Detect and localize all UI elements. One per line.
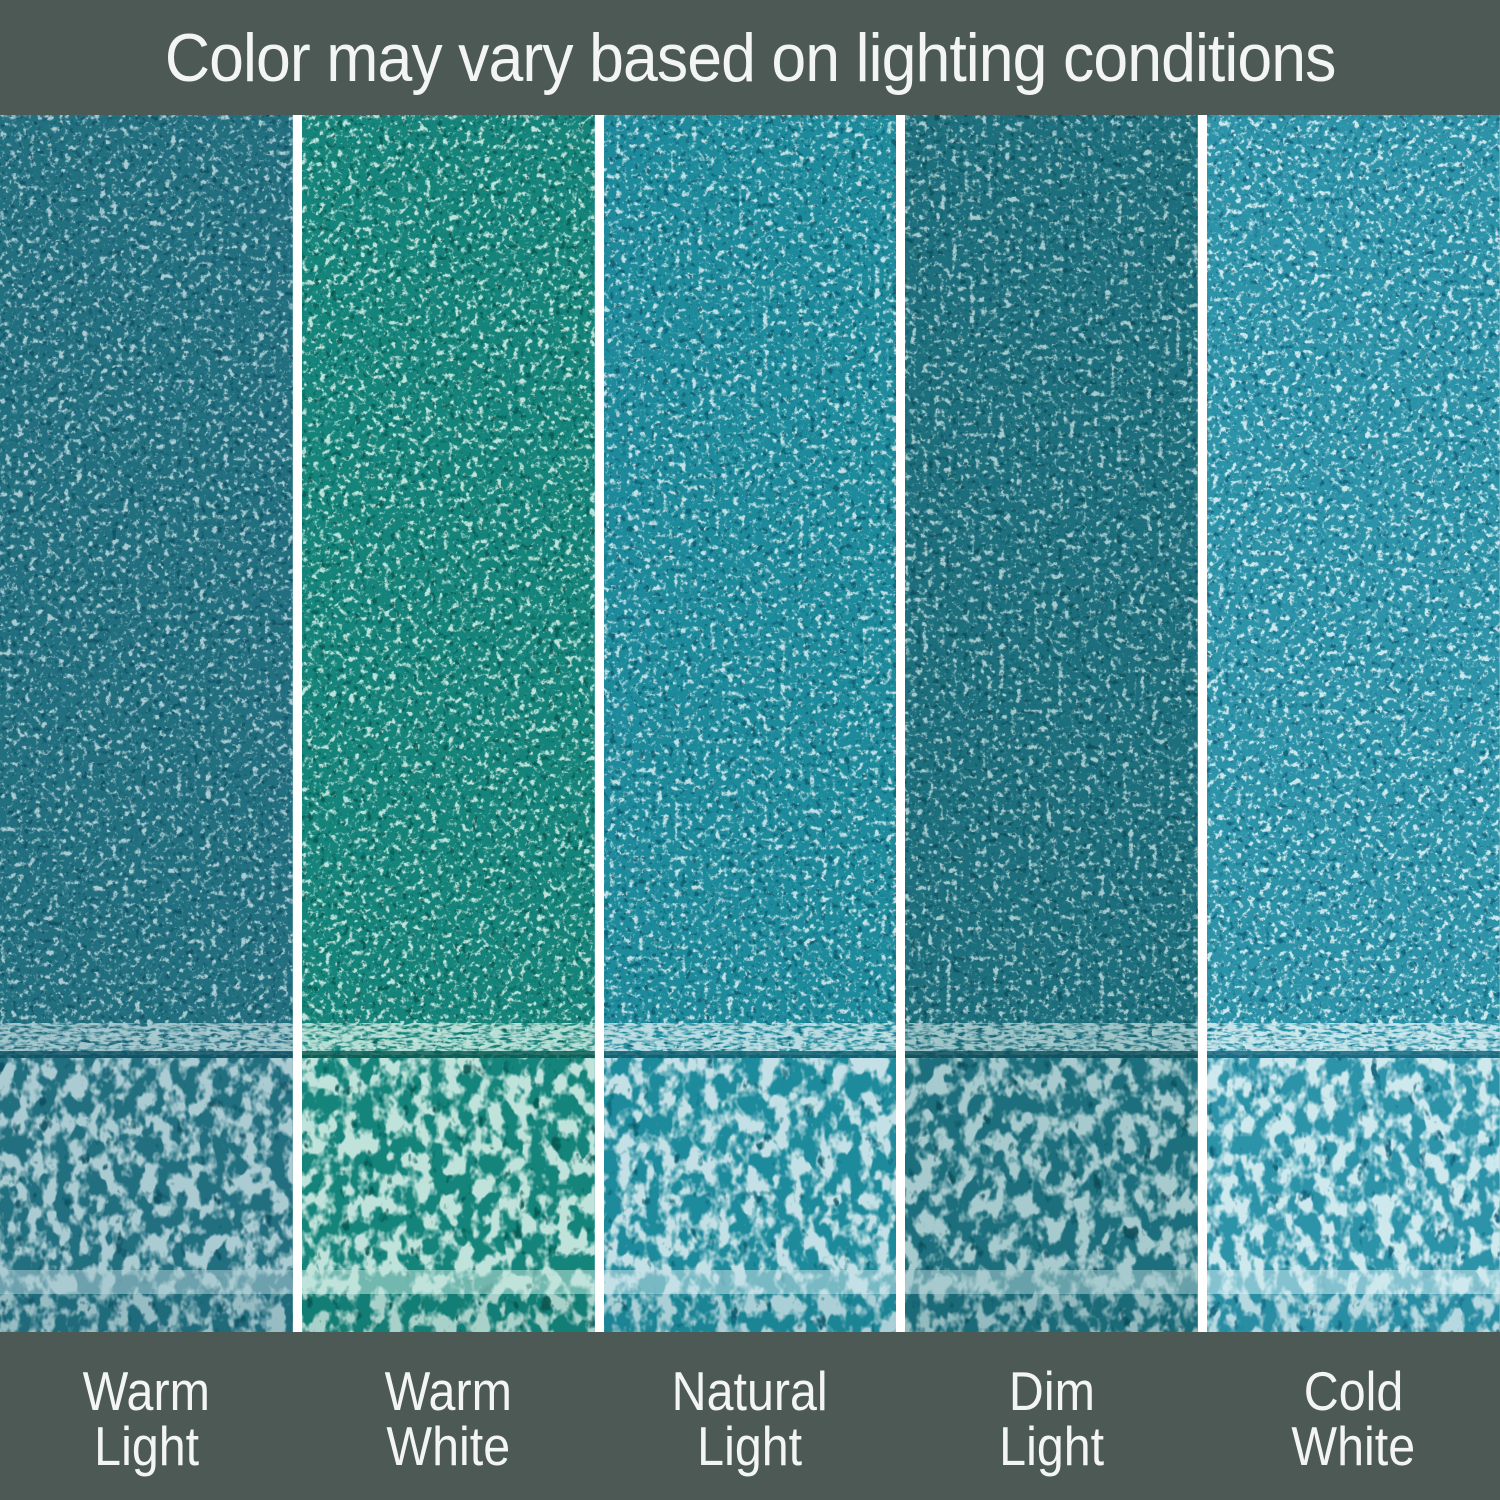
label-line: Warm [82,1360,211,1422]
rug-photo-warm-white [301,115,595,1332]
bobble-border-texture [603,1058,897,1332]
border-fringe-ridge [0,1023,293,1059]
label-line: Cold [1303,1360,1404,1422]
rug-texture-svg [1207,115,1500,1332]
border-fringe-ridge [301,1023,595,1059]
label-line: Natural [671,1360,829,1422]
border-light-stripe [0,1270,293,1294]
border-light-stripe [1207,1270,1500,1294]
lighting-label-natural-light: Natural Light [604,1332,897,1500]
lighting-label-cold-white: Cold White [1207,1332,1500,1500]
footer-labels: Warm Light Warm White Natural Light Dim … [0,1332,1500,1500]
rug-texture-svg [905,115,1199,1332]
shag-pile-texture [905,115,1199,1060]
border-light-stripe [905,1270,1199,1294]
rug-photo-dim-light [905,115,1199,1332]
rug-photo-cold-white [1207,115,1500,1332]
header-title: Color may vary based on lighting conditi… [164,19,1337,96]
lighting-label-dim-light: Dim Light [905,1332,1198,1500]
lighting-label-warm-light: Warm Light [0,1332,293,1500]
header-banner: Color may vary based on lighting conditi… [0,0,1500,115]
label-line: Warm [384,1360,512,1422]
label-line: Light [999,1415,1105,1477]
label-line: Light [93,1415,199,1477]
bobble-border-texture [0,1058,293,1332]
label-line: Dim [1008,1360,1095,1422]
shag-pile-texture [603,115,897,1060]
border-light-stripe [603,1270,897,1294]
bobble-border-texture [1207,1058,1500,1332]
bobble-border-texture [905,1058,1199,1332]
shag-pile-texture [1207,115,1500,1060]
lighting-label-warm-white: Warm White [302,1332,595,1500]
rug-texture-svg [301,115,595,1332]
rug-photo-warm-light [0,115,293,1332]
label-line: White [1291,1415,1416,1477]
rug-photo-natural-light [603,115,897,1332]
label-line: Light [697,1415,803,1477]
photo-strip [0,115,1500,1332]
label-line: White [386,1415,511,1477]
border-fringe-ridge [905,1023,1199,1059]
border-fringe-ridge [1207,1023,1500,1059]
shag-pile-texture [301,115,595,1060]
border-fringe-ridge [603,1023,897,1059]
shag-pile-texture [0,115,293,1060]
rug-texture-svg [0,115,293,1332]
border-light-stripe [301,1270,595,1294]
rug-texture-svg [603,115,897,1332]
bobble-border-texture [301,1058,595,1332]
